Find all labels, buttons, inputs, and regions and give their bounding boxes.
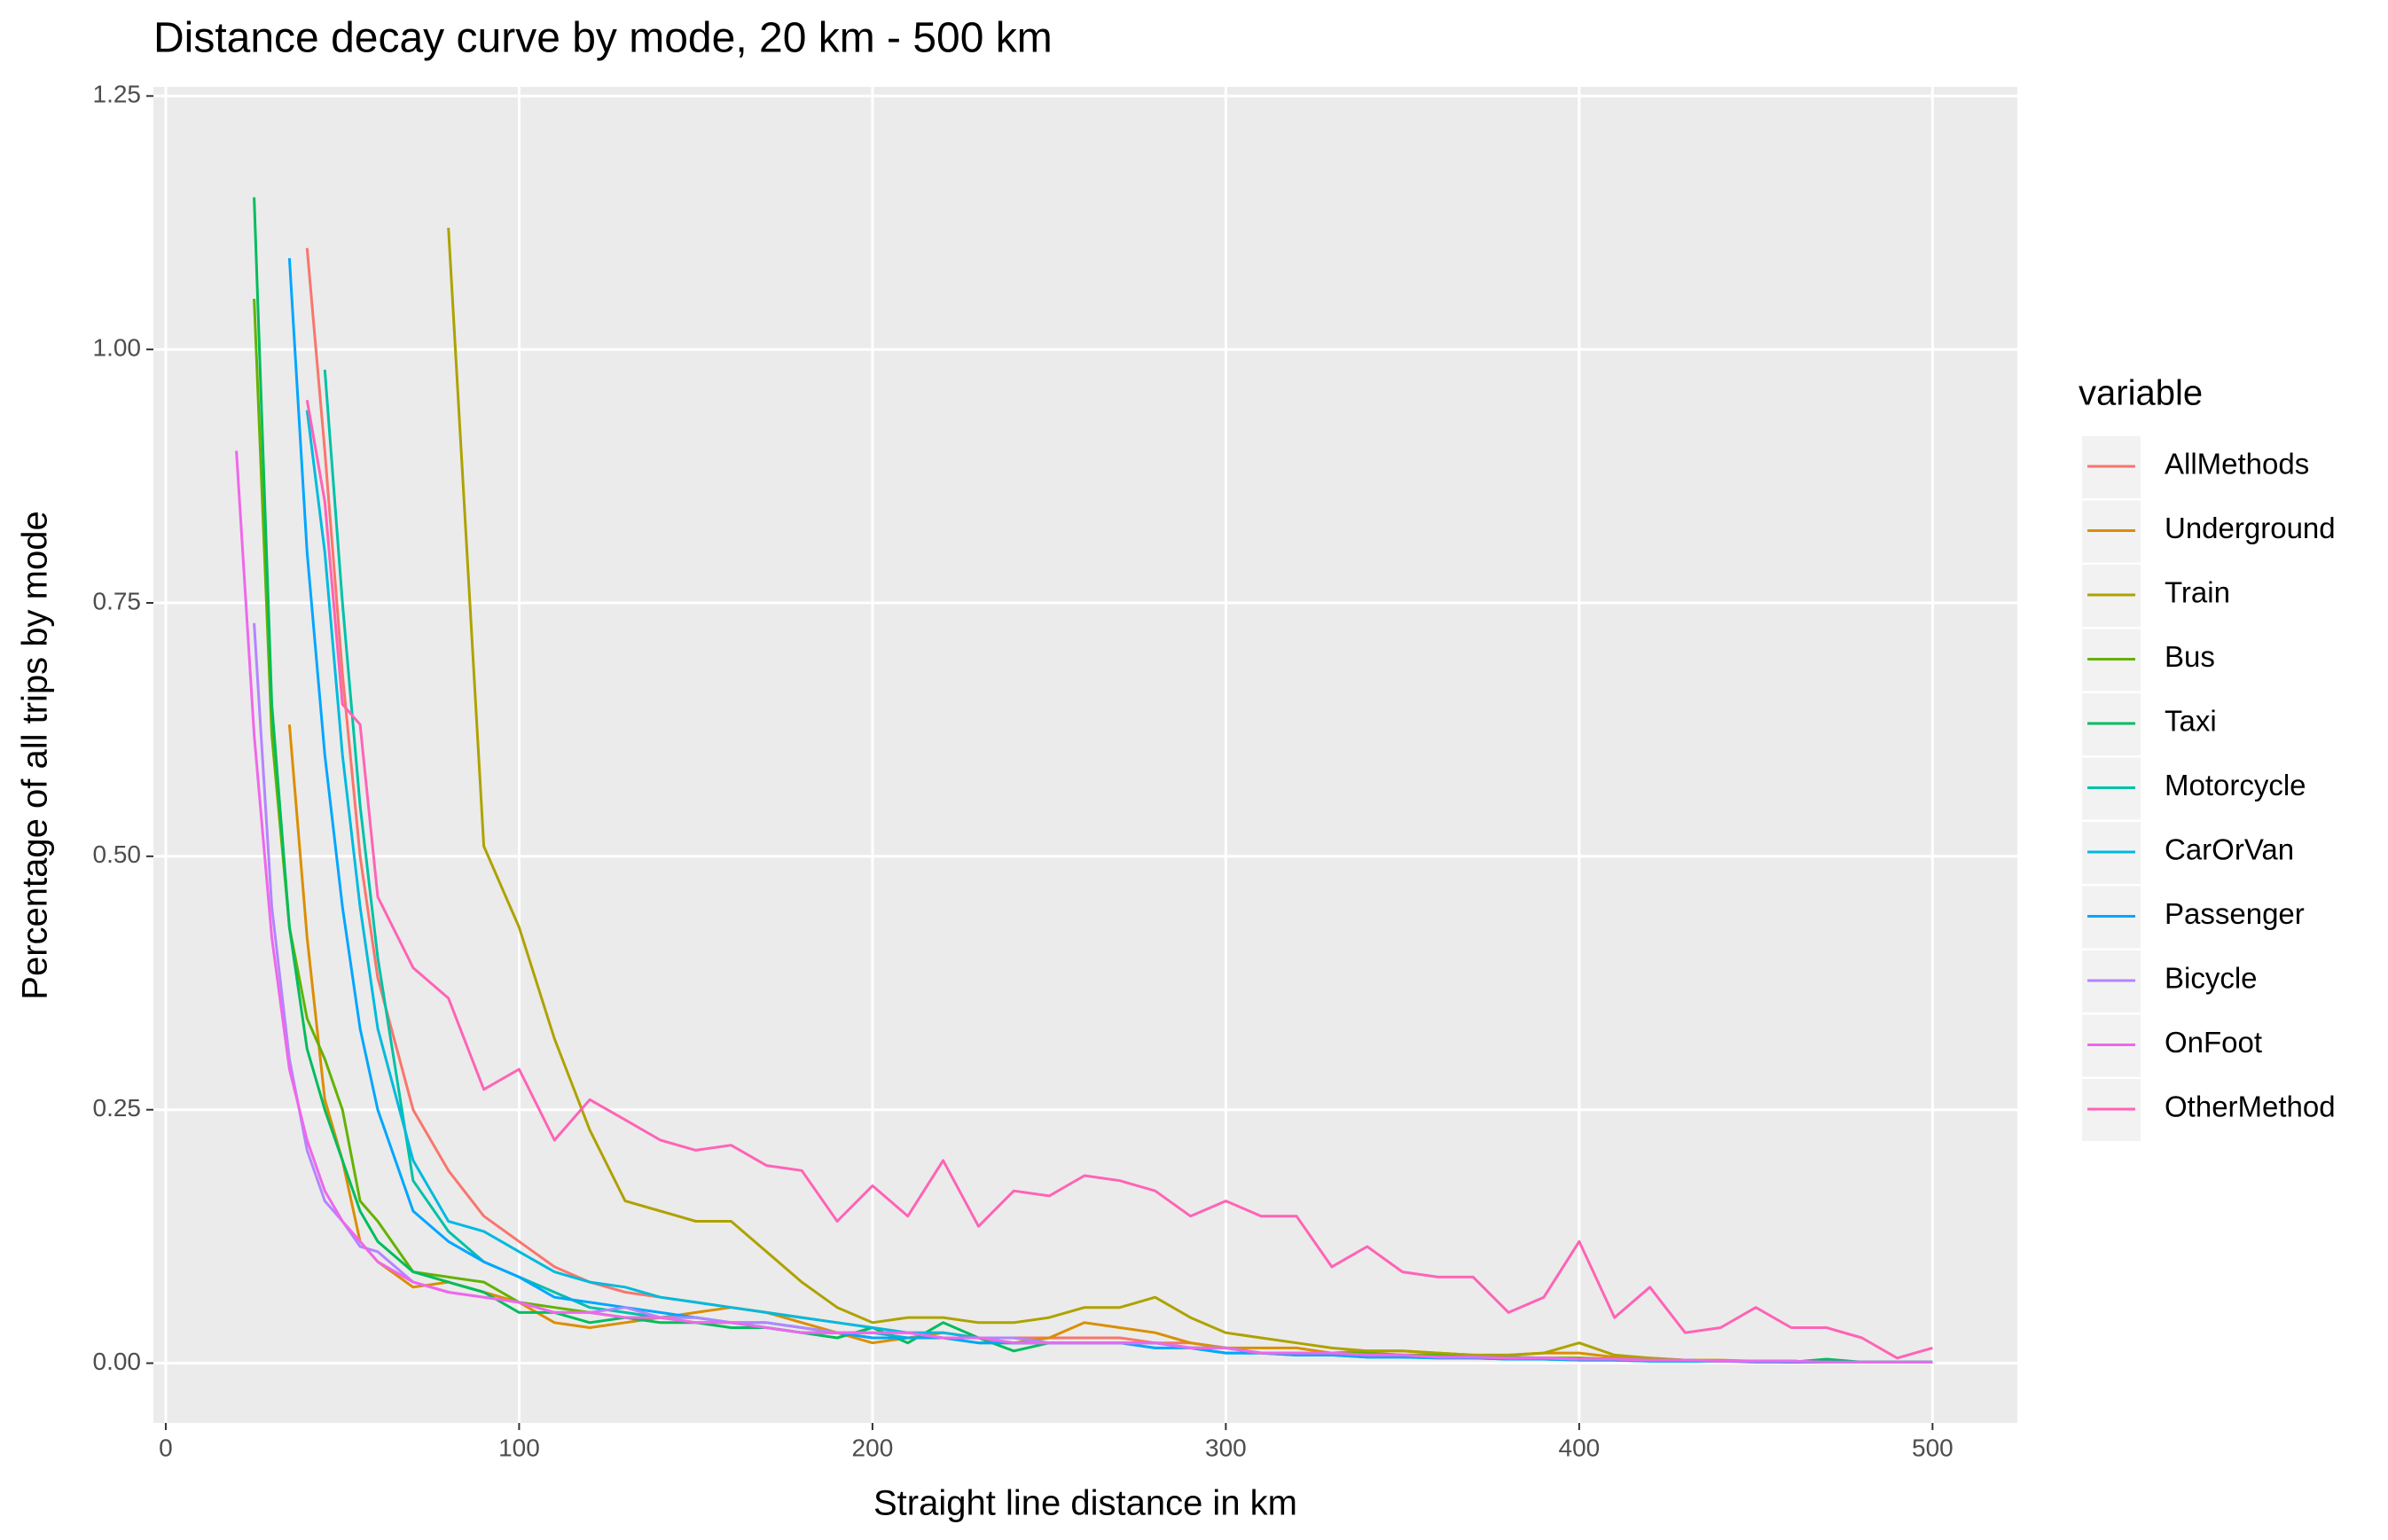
- x-tick-label: 400: [1559, 1434, 1601, 1461]
- legend-label: Passenger: [2165, 897, 2305, 930]
- y-tick-label: 1.00: [93, 334, 142, 362]
- x-tick-label: 100: [498, 1434, 540, 1461]
- plot-panel: [153, 87, 2017, 1423]
- y-tick-label: 0.00: [93, 1348, 142, 1375]
- legend-label: Underground: [2165, 512, 2336, 544]
- y-tick-label: 0.50: [93, 840, 142, 868]
- y-tick-label: 0.25: [93, 1094, 142, 1122]
- legend-label: Taxi: [2165, 705, 2217, 738]
- y-axis-title: Percentage of all trips by mode: [16, 511, 55, 999]
- legend-label: AllMethods: [2165, 448, 2309, 481]
- legend-label: Train: [2165, 576, 2230, 609]
- series-line: [305, 400, 1933, 1360]
- legend-label: OtherMethod: [2165, 1091, 2336, 1123]
- series-line: [235, 450, 1933, 1364]
- x-axis-title: Straight line distance in km: [873, 1484, 1297, 1523]
- y-tick-label: 1.25: [93, 81, 142, 108]
- legend-label: CarOrVan: [2165, 833, 2294, 866]
- legend-label: Bus: [2165, 640, 2215, 673]
- x-tick-label: 0: [159, 1434, 173, 1461]
- x-tick-label: 500: [1912, 1434, 1953, 1461]
- y-tick-label: 0.75: [93, 587, 142, 614]
- x-tick-label: 200: [852, 1434, 894, 1461]
- legend-label: OnFoot: [2165, 1026, 2262, 1059]
- legend-label: Bicycle: [2165, 962, 2258, 995]
- chart-title: Distance decay curve by mode, 20 km - 50…: [153, 15, 1053, 62]
- legend-label: Motorcycle: [2165, 769, 2306, 801]
- legend-title: variable: [2079, 374, 2203, 413]
- x-tick-label: 300: [1205, 1434, 1247, 1461]
